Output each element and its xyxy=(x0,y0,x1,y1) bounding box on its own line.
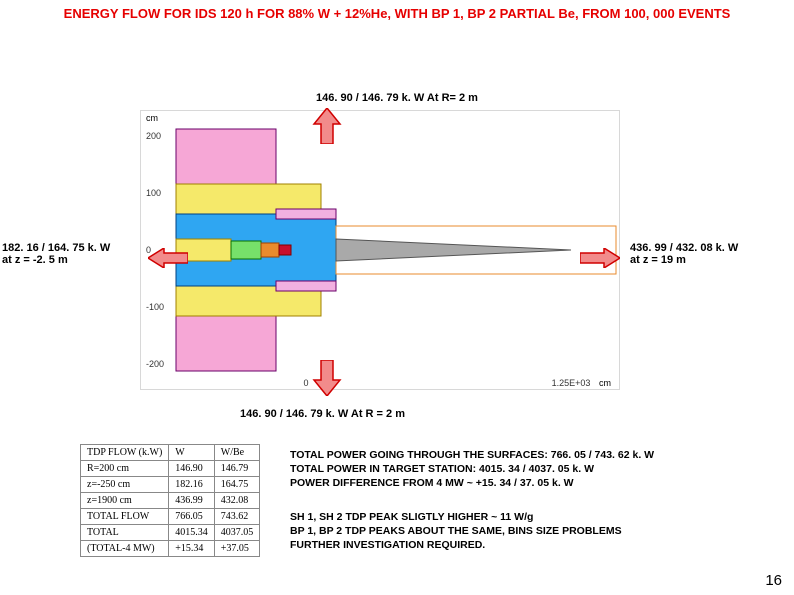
svg-text:100: 100 xyxy=(146,188,161,198)
table-row: TOTAL FLOW766.05743.62 xyxy=(81,509,260,525)
table-row: z=-250 cm182.16164.75 xyxy=(81,477,260,493)
arrow-up-icon xyxy=(312,108,342,144)
svg-text:-100: -100 xyxy=(146,302,164,312)
arrow-right-icon xyxy=(580,248,620,268)
notes-block-1: TOTAL POWER GOING THROUGH THE SURFACES: … xyxy=(290,448,654,491)
table-row: z=1900 cm436.99432.08 xyxy=(81,493,260,509)
arrow-down-icon xyxy=(312,360,342,396)
cross-section-diagram: 2001000-100-200cm01.25E+03cm xyxy=(141,111,621,391)
table-row: TOTAL4015.344037.05 xyxy=(81,525,260,541)
table-row: (TOTAL-4 MW)+15.34+37.05 xyxy=(81,541,260,557)
label-left-line1: 182. 16 / 164. 75 k. W xyxy=(2,242,110,254)
page-number: 16 xyxy=(765,572,782,589)
table-row: R=200 cm146.90146.79 xyxy=(81,461,260,477)
page-title: ENERGY FLOW FOR IDS 120 h FOR 88% W + 12… xyxy=(0,6,794,21)
table-header: W xyxy=(169,445,215,461)
table-header: W/Be xyxy=(214,445,260,461)
svg-text:1.25E+03: 1.25E+03 xyxy=(552,378,591,388)
svg-text:cm: cm xyxy=(599,378,611,388)
arrow-left-icon xyxy=(148,248,188,268)
data-table: TDP FLOW (k.W)WW/Be R=200 cm146.90146.79… xyxy=(80,444,260,557)
svg-text:0: 0 xyxy=(303,378,308,388)
label-left-line2: at z = -2. 5 m xyxy=(2,254,68,266)
notes-block-2: SH 1, SH 2 TDP PEAK SLIGTLY HIGHER ~ 11 … xyxy=(290,510,622,553)
label-bottom: 146. 90 / 146. 79 k. W At R = 2 m xyxy=(240,408,405,420)
label-top: 146. 90 / 146. 79 k. W At R= 2 m xyxy=(0,92,794,104)
label-right: 436. 99 / 432. 08 k. W at z = 19 m xyxy=(630,242,738,266)
table-header: TDP FLOW (k.W) xyxy=(81,445,169,461)
label-right-line1: 436. 99 / 432. 08 k. W xyxy=(630,242,738,254)
svg-text:cm: cm xyxy=(146,113,158,123)
label-left: 182. 16 / 164. 75 k. W at z = -2. 5 m xyxy=(2,242,110,266)
svg-text:200: 200 xyxy=(146,131,161,141)
svg-text:-200: -200 xyxy=(146,359,164,369)
label-right-line2: at z = 19 m xyxy=(630,254,686,266)
diagram-area: 2001000-100-200cm01.25E+03cm xyxy=(140,110,620,390)
